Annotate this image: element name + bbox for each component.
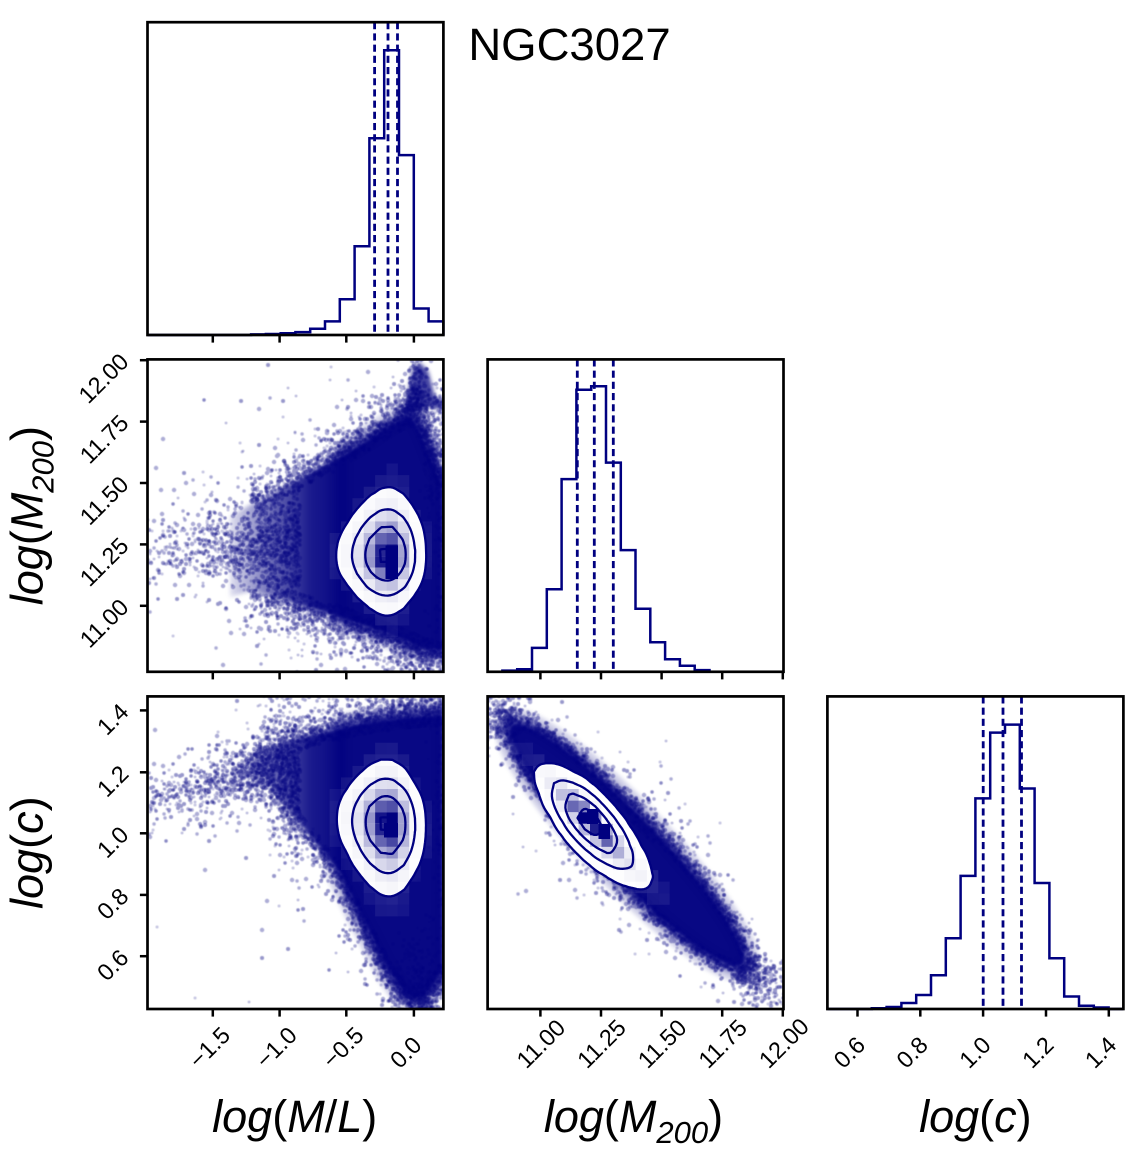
svg-text:log(c): log(c) — [919, 1091, 1032, 1142]
svg-text:NGC3027: NGC3027 — [468, 19, 670, 70]
svg-text:log(c): log(c) — [2, 796, 53, 909]
svg-text:log(M/L): log(M/L) — [212, 1091, 377, 1142]
